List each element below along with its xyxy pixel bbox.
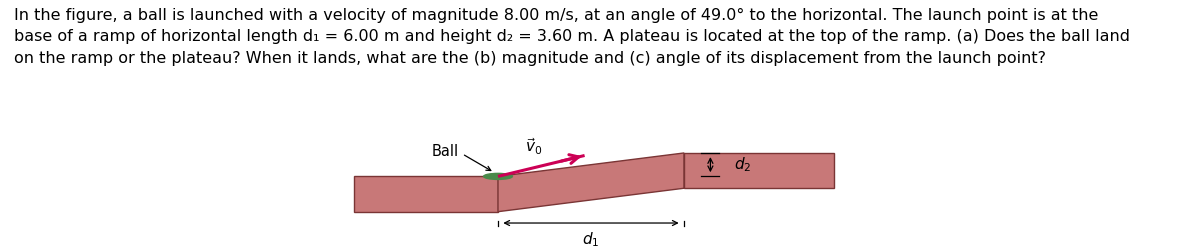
Text: $d_1$: $d_1$ bbox=[582, 230, 600, 249]
Circle shape bbox=[484, 173, 512, 179]
Polygon shape bbox=[684, 153, 834, 188]
Text: Ball: Ball bbox=[432, 144, 460, 159]
Text: In the figure, a ball is launched with a velocity of magnitude 8.00 m/s, at an a: In the figure, a ball is launched with a… bbox=[14, 8, 1130, 66]
Polygon shape bbox=[498, 153, 684, 212]
Text: $\vec{v}_0$: $\vec{v}_0$ bbox=[524, 137, 542, 157]
Polygon shape bbox=[354, 176, 498, 212]
Text: $d_2$: $d_2$ bbox=[734, 155, 751, 174]
